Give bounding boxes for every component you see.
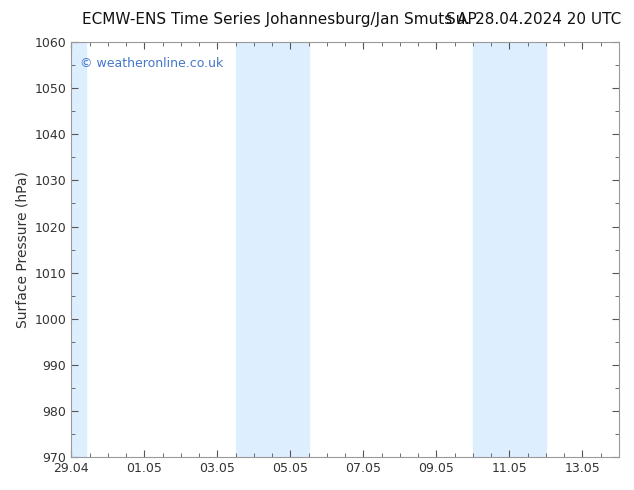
Text: © weatheronline.co.uk: © weatheronline.co.uk: [79, 56, 223, 70]
Bar: [236, 42, 309, 457]
Y-axis label: Surface Pressure (hPa): Surface Pressure (hPa): [15, 171, 29, 328]
Text: ECMW-ENS Time Series Johannesburg/Jan Smuts AP: ECMW-ENS Time Series Johannesburg/Jan Sm…: [82, 12, 477, 27]
Bar: [473, 42, 546, 457]
Text: Su. 28.04.2024 20 UTC: Su. 28.04.2024 20 UTC: [446, 12, 621, 27]
Bar: [71, 42, 86, 457]
